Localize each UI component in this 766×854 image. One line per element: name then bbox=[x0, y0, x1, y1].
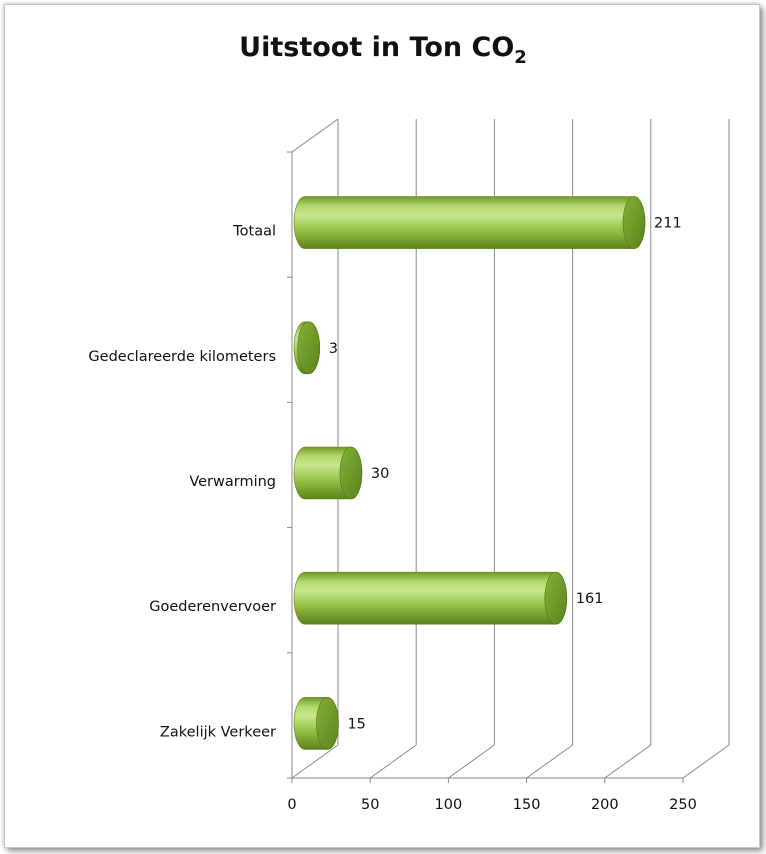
bar-1 bbox=[293, 321, 320, 375]
bar-cap-4 bbox=[316, 697, 339, 750]
data-label-2: 30 bbox=[371, 466, 389, 482]
floor-line-5 bbox=[682, 744, 730, 779]
data-label-4: 15 bbox=[347, 716, 365, 732]
data-label-1: 3 bbox=[329, 341, 338, 357]
bar-cap-1 bbox=[297, 321, 320, 375]
bar-cap-2 bbox=[339, 446, 363, 500]
chart-frame bbox=[4, 4, 760, 848]
category-label-0: Totaal bbox=[232, 224, 276, 240]
x-tick-label-2: 100 bbox=[435, 797, 463, 813]
category-label-1: Gedeclareerde kilometers bbox=[88, 349, 276, 365]
floor-line-0 bbox=[291, 744, 339, 779]
x-tick-label-0: 0 bbox=[287, 797, 296, 813]
bar-4 bbox=[293, 697, 339, 750]
floor-line-1 bbox=[369, 744, 417, 779]
chart-title-main: Uitstoot in Ton CO bbox=[239, 32, 514, 63]
floor-line-2 bbox=[448, 744, 495, 779]
x-tick-label-4: 200 bbox=[591, 797, 619, 813]
category-label-3: Goederenvervoer bbox=[149, 599, 276, 615]
chart-title-subscript: 2 bbox=[514, 47, 527, 68]
x-tick-label-5: 250 bbox=[669, 797, 697, 813]
floor-line-4 bbox=[604, 744, 652, 779]
bar-cap-3 bbox=[544, 571, 568, 625]
bars bbox=[293, 196, 646, 750]
bar-cap-0 bbox=[622, 196, 646, 249]
category-label-4: Zakelijk Verkeer bbox=[160, 724, 276, 740]
data-label-0: 211 bbox=[654, 216, 682, 232]
data-label-3: 161 bbox=[576, 591, 604, 607]
floor-line-3 bbox=[526, 744, 573, 779]
bar-0 bbox=[293, 196, 646, 249]
wall-top-edge bbox=[291, 118, 339, 153]
bar-body-3 bbox=[293, 571, 568, 625]
bar-body-0 bbox=[293, 196, 646, 249]
bar-3 bbox=[293, 571, 568, 625]
axes bbox=[287, 151, 684, 783]
x-tick-label-3: 150 bbox=[513, 797, 541, 813]
x-tick-label-1: 50 bbox=[361, 797, 379, 813]
category-label-2: Verwarming bbox=[189, 474, 276, 490]
labels: 0 50 100 150 200 250 211 Totaal 3 Gedeclareerde k… bbox=[88, 216, 696, 813]
chart-title: Uitstoot in Ton CO2 bbox=[239, 32, 527, 68]
bar-2 bbox=[293, 446, 363, 500]
